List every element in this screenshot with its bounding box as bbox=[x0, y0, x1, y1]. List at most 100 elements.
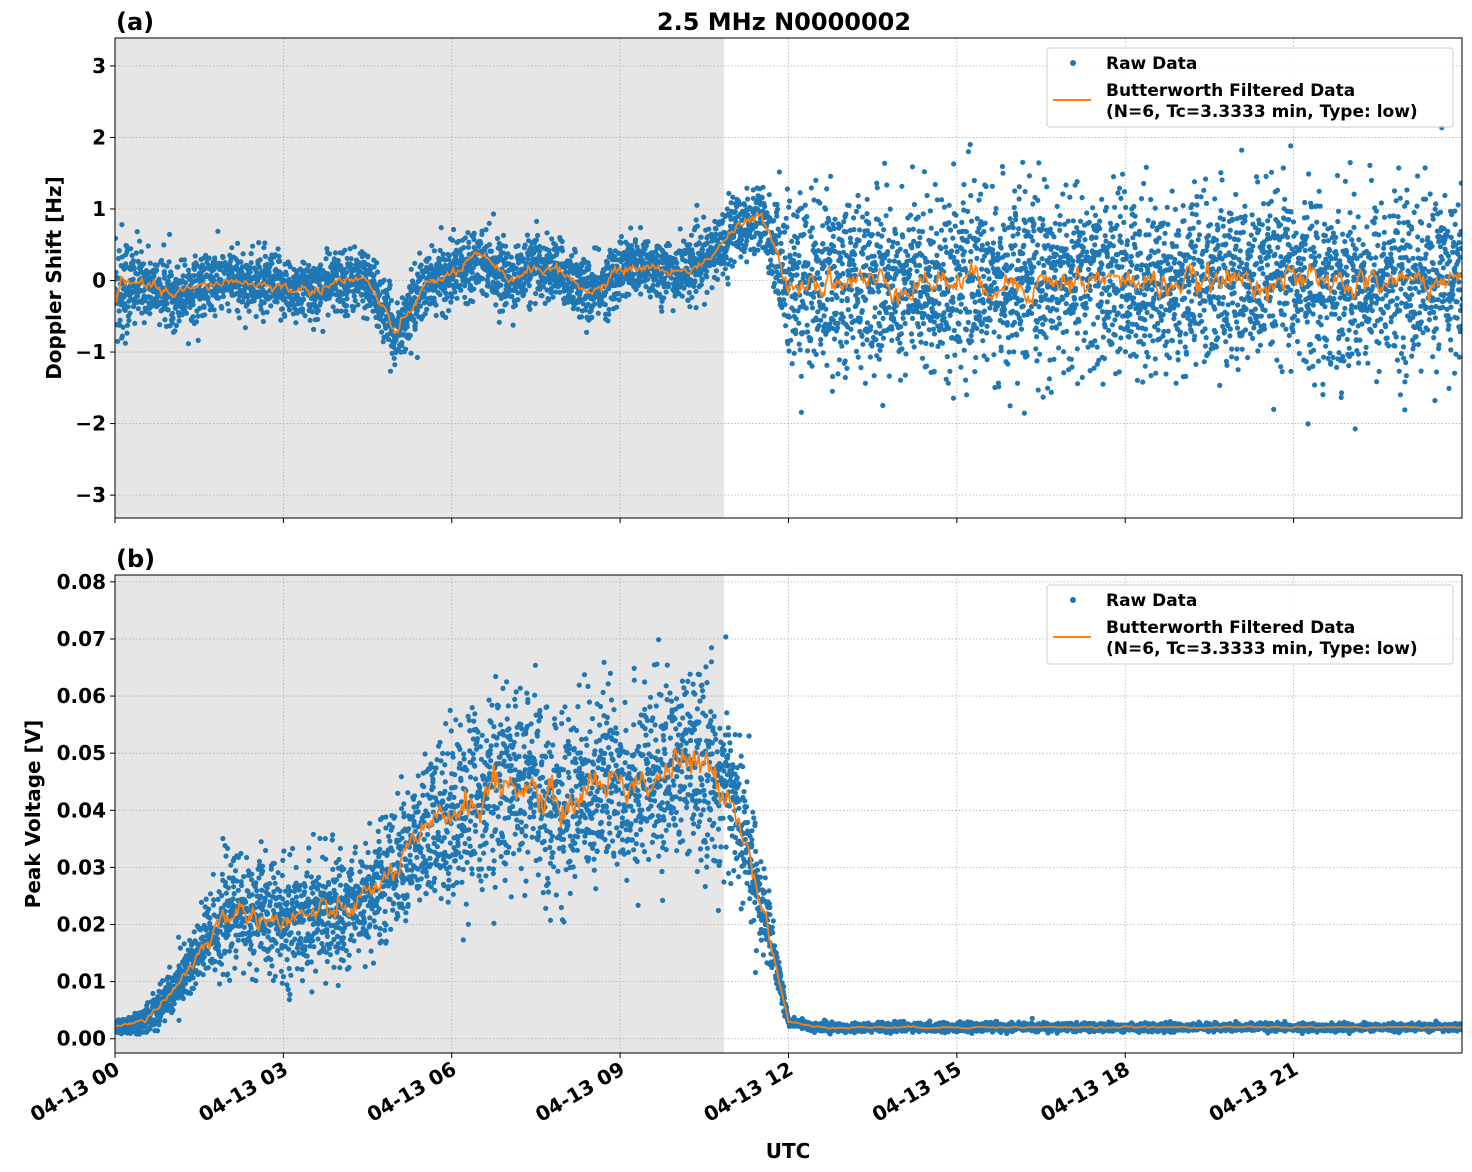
raw-data-point bbox=[484, 292, 490, 298]
raw-data-point bbox=[592, 301, 598, 307]
raw-data-point bbox=[458, 287, 464, 293]
raw-data-point bbox=[745, 196, 751, 202]
raw-data-point bbox=[262, 240, 268, 246]
raw-data-point bbox=[1128, 253, 1134, 260]
raw-data-point bbox=[1033, 325, 1039, 331]
raw-data-point bbox=[934, 230, 940, 237]
raw-data-point bbox=[1104, 299, 1110, 305]
raw-data-point bbox=[451, 226, 457, 233]
raw-data-point bbox=[1010, 251, 1017, 257]
raw-data-point bbox=[874, 180, 880, 186]
raw-data-point bbox=[963, 229, 970, 235]
raw-data-point bbox=[1069, 364, 1075, 370]
raw-data-point bbox=[820, 241, 826, 247]
raw-data-point bbox=[169, 320, 175, 326]
raw-data-point bbox=[452, 289, 458, 295]
raw-data-point bbox=[786, 204, 792, 210]
raw-data-point bbox=[796, 259, 802, 266]
raw-data-point bbox=[1084, 210, 1090, 216]
raw-data-point bbox=[1133, 333, 1139, 339]
raw-data-point bbox=[161, 269, 167, 275]
raw-data-point bbox=[618, 240, 624, 246]
raw-data-point bbox=[612, 296, 618, 302]
raw-data-point bbox=[917, 235, 923, 241]
raw-data-point bbox=[135, 306, 141, 312]
raw-data-point bbox=[979, 242, 985, 248]
raw-data-point bbox=[127, 310, 133, 316]
raw-data-point bbox=[798, 373, 804, 379]
raw-data-point bbox=[762, 204, 768, 210]
raw-data-point bbox=[713, 268, 720, 274]
raw-data-point bbox=[123, 261, 129, 267]
raw-data-point bbox=[348, 272, 355, 279]
raw-data-point bbox=[1145, 217, 1151, 223]
raw-data-point bbox=[694, 223, 701, 229]
raw-data-point bbox=[122, 340, 128, 346]
raw-data-point bbox=[1146, 232, 1152, 238]
raw-data-point bbox=[839, 343, 845, 349]
raw-data-point bbox=[771, 218, 777, 224]
raw-data-point bbox=[809, 305, 816, 311]
raw-data-point bbox=[704, 268, 710, 274]
raw-data-point bbox=[245, 294, 251, 300]
raw-data-point bbox=[1138, 267, 1144, 273]
raw-data-point bbox=[1099, 196, 1105, 202]
raw-data-point bbox=[686, 290, 692, 296]
raw-data-point bbox=[133, 250, 139, 256]
raw-data-point bbox=[796, 341, 802, 347]
raw-data-point bbox=[1131, 295, 1137, 301]
raw-data-point bbox=[687, 304, 693, 310]
raw-data-point bbox=[131, 266, 137, 272]
raw-data-point bbox=[889, 337, 895, 343]
raw-data-point bbox=[443, 290, 449, 296]
raw-data-point bbox=[1080, 230, 1086, 236]
raw-data-point bbox=[1042, 317, 1048, 323]
raw-data-point bbox=[647, 294, 654, 300]
raw-data-point bbox=[850, 257, 856, 263]
raw-data-point bbox=[559, 248, 566, 254]
raw-data-point bbox=[936, 286, 943, 292]
raw-data-point bbox=[1018, 318, 1024, 324]
raw-data-point bbox=[789, 238, 795, 244]
raw-data-point bbox=[433, 312, 439, 319]
raw-data-point bbox=[214, 272, 220, 278]
raw-data-point bbox=[1148, 373, 1154, 379]
raw-data-point bbox=[945, 289, 951, 295]
raw-data-point bbox=[170, 315, 176, 321]
raw-data-point bbox=[1064, 328, 1070, 334]
raw-data-point bbox=[412, 320, 419, 326]
raw-data-point bbox=[1077, 218, 1084, 224]
raw-data-point bbox=[298, 300, 304, 306]
raw-data-point bbox=[128, 246, 134, 252]
raw-data-point bbox=[454, 295, 460, 301]
raw-data-point bbox=[969, 338, 975, 344]
raw-data-point bbox=[944, 354, 950, 360]
raw-data-point bbox=[1074, 179, 1080, 185]
raw-data-point bbox=[1057, 213, 1063, 219]
raw-data-point bbox=[892, 309, 899, 315]
raw-data-point bbox=[973, 355, 979, 361]
raw-data-point bbox=[1115, 190, 1121, 196]
raw-data-point bbox=[286, 307, 293, 313]
raw-data-point bbox=[344, 303, 350, 309]
raw-data-point bbox=[338, 308, 344, 314]
raw-data-point bbox=[1134, 274, 1140, 280]
raw-data-point bbox=[345, 312, 351, 319]
raw-data-point bbox=[1131, 203, 1137, 210]
raw-data-point bbox=[1118, 239, 1124, 245]
raw-data-point bbox=[1140, 341, 1146, 347]
raw-data-point bbox=[1086, 266, 1092, 272]
raw-data-point bbox=[831, 243, 837, 249]
raw-data-point bbox=[352, 298, 358, 304]
raw-data-point bbox=[218, 277, 224, 283]
raw-data-point bbox=[887, 206, 893, 212]
raw-data-point bbox=[185, 341, 191, 347]
raw-data-point bbox=[713, 226, 719, 232]
raw-data-point bbox=[1114, 222, 1120, 228]
raw-data-point bbox=[148, 294, 154, 301]
raw-data-point bbox=[1057, 221, 1063, 227]
raw-data-point bbox=[729, 263, 736, 269]
raw-data-point bbox=[774, 213, 780, 219]
raw-data-point bbox=[1015, 257, 1021, 264]
raw-data-point bbox=[774, 206, 781, 212]
